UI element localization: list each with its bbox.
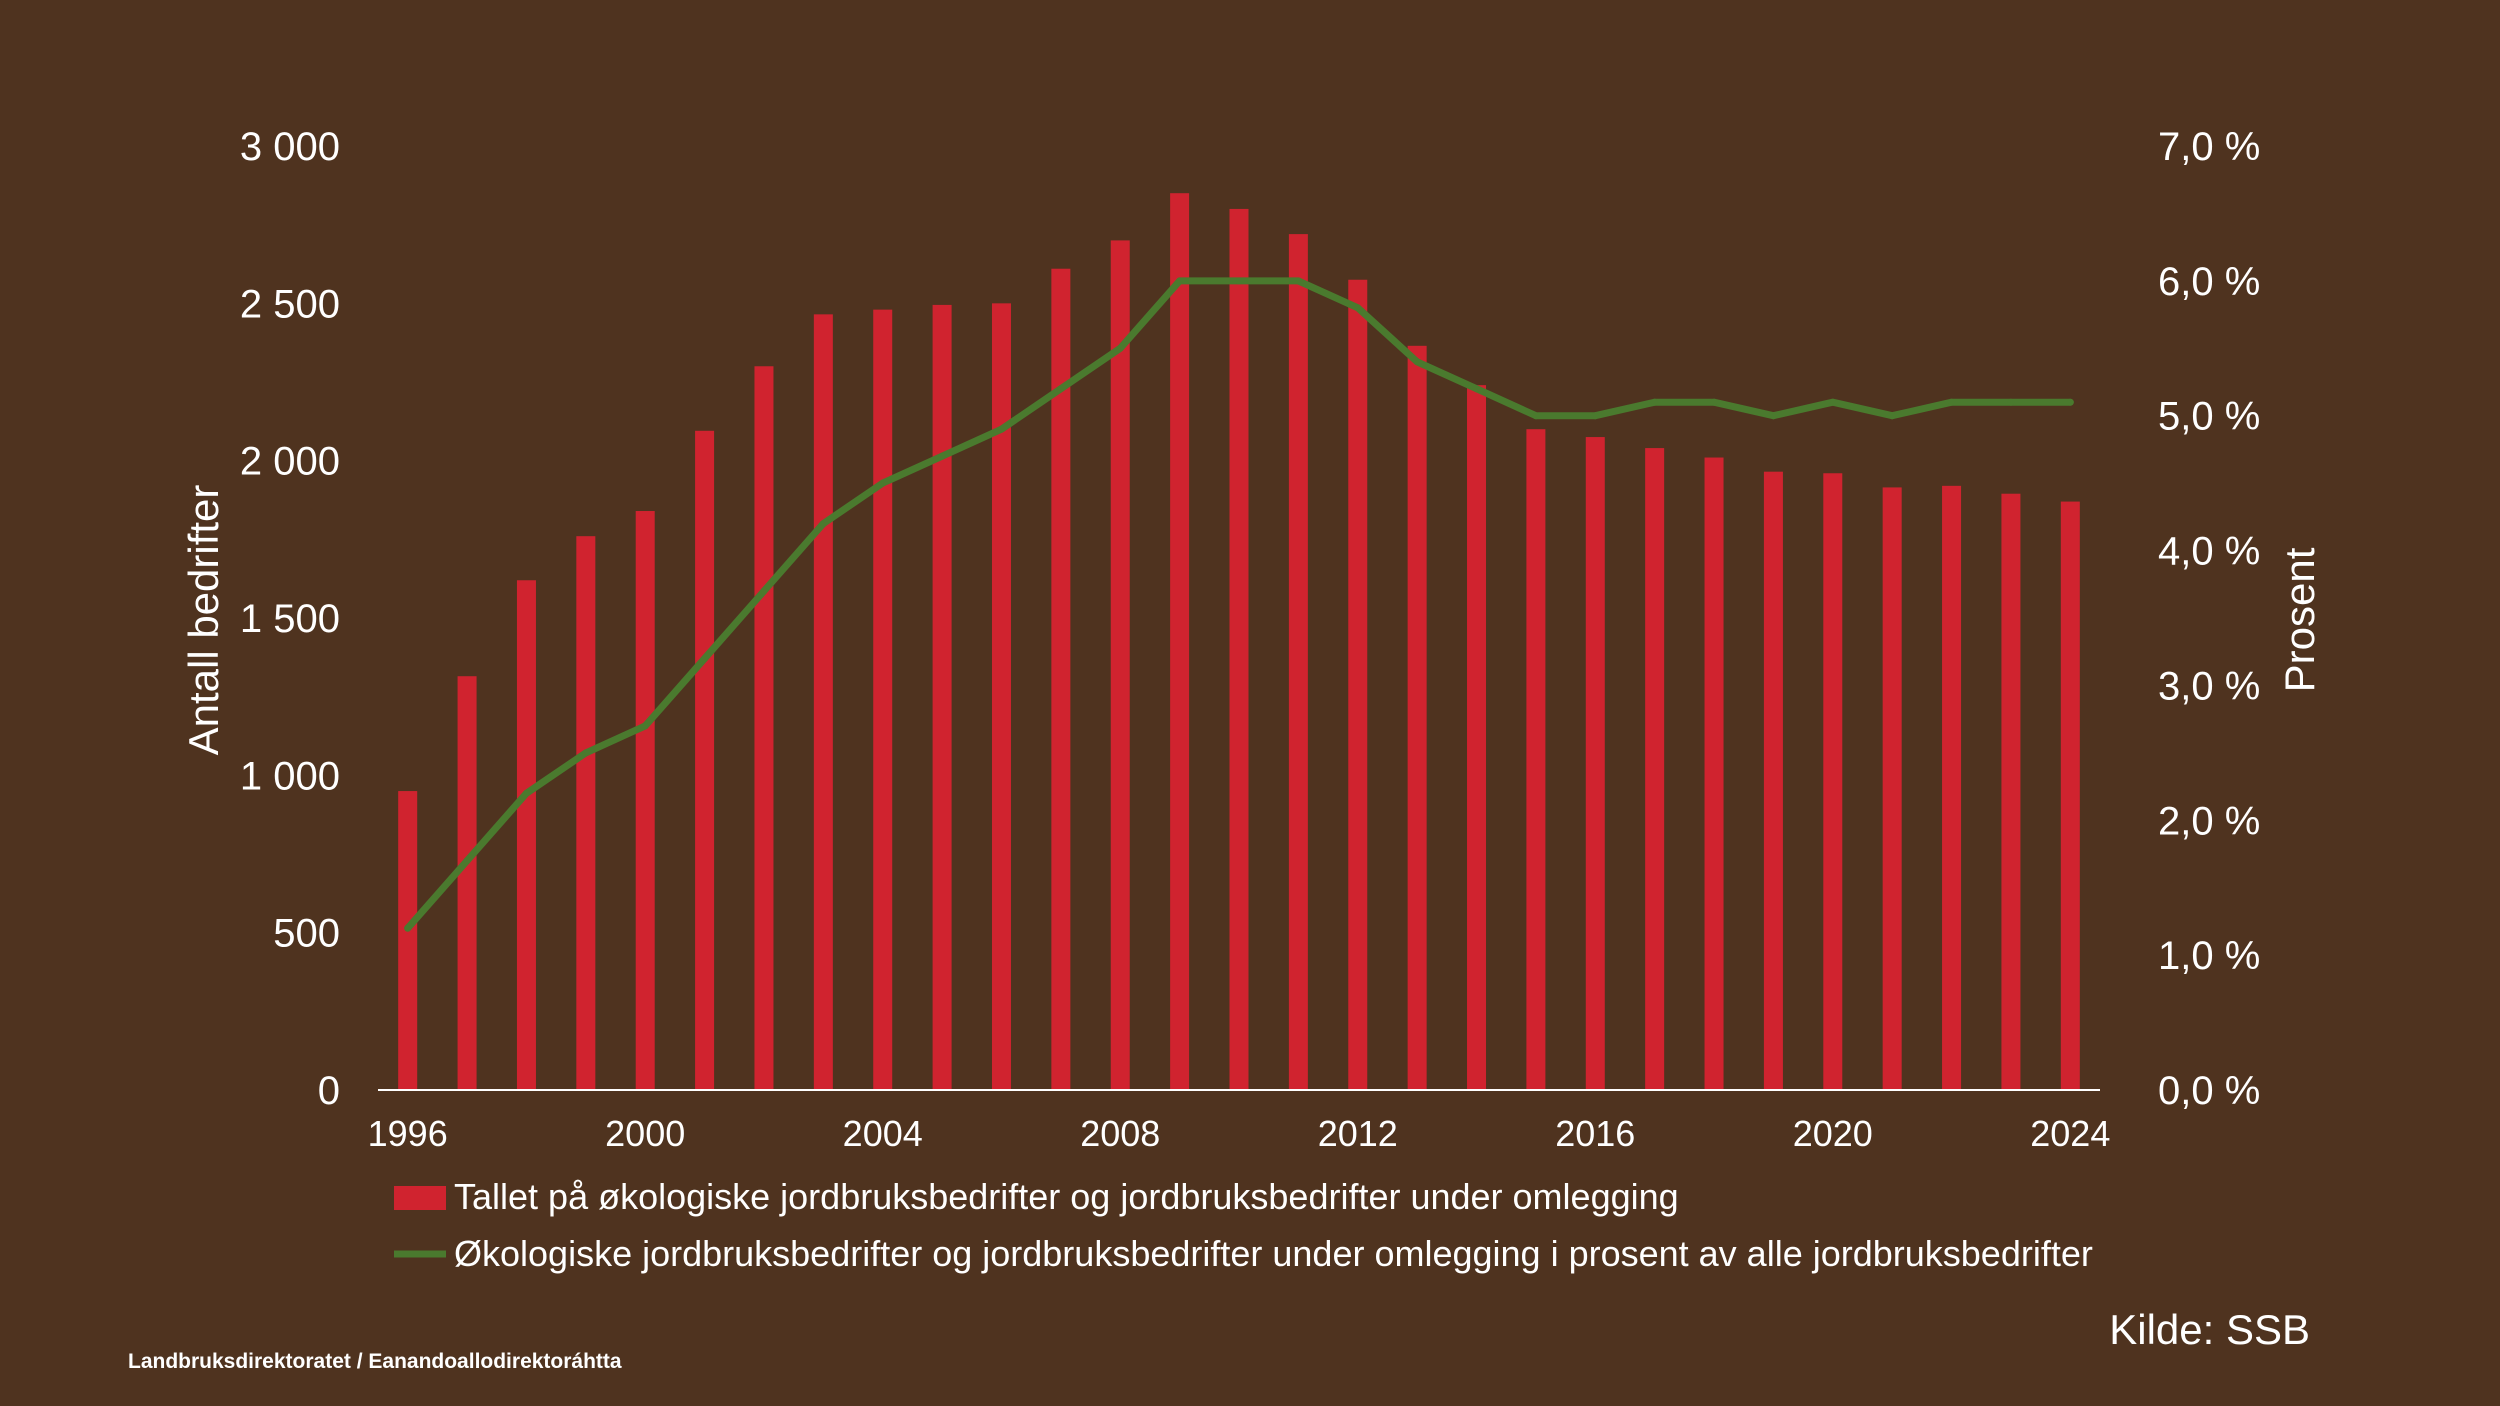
line-point bbox=[463, 857, 471, 865]
bar bbox=[1170, 193, 1190, 1090]
line-point bbox=[1176, 277, 1184, 285]
x-axis-ticks: 1996 2000 2004 2008 2012 2016 2020 2024 bbox=[368, 1113, 2111, 1154]
line-point bbox=[938, 452, 946, 460]
line-point bbox=[1294, 277, 1302, 285]
bar bbox=[1882, 487, 1902, 1090]
line-point bbox=[1116, 344, 1124, 352]
line-point bbox=[1769, 412, 1777, 420]
bar bbox=[2060, 501, 2080, 1090]
y-axis-label-right: Prosent bbox=[2276, 547, 2323, 692]
y2-tick-label: 1,0 % bbox=[2158, 934, 2260, 978]
y2-tick-label: 7,0 % bbox=[2158, 125, 2260, 169]
bar bbox=[873, 309, 893, 1090]
bar bbox=[1288, 234, 1308, 1090]
bar bbox=[1645, 448, 1665, 1091]
y-tick-label: 2 000 bbox=[240, 440, 340, 484]
y2-tick-label: 5,0 % bbox=[2158, 395, 2260, 439]
footer-organization: Landbruksdirektoratet / Eanandoallodirek… bbox=[128, 1350, 622, 1373]
source-label: Kilde: SSB bbox=[2109, 1306, 2310, 1353]
x-tick-label: 1996 bbox=[368, 1113, 448, 1154]
bar bbox=[576, 536, 596, 1090]
line-point bbox=[1651, 398, 1659, 406]
right-y-axis-ticks: 0,0 % 1,0 % 2,0 % 3,0 % 4,0 % 5,0 % 6,0 % 7,0 % bbox=[2158, 125, 2260, 1113]
line-point bbox=[701, 654, 709, 662]
line-point bbox=[1710, 398, 1718, 406]
line-point bbox=[1948, 398, 1956, 406]
bar bbox=[695, 430, 715, 1091]
x-tick-label: 2016 bbox=[1555, 1113, 1635, 1154]
bar bbox=[1467, 385, 1487, 1090]
x-tick-label: 2024 bbox=[2030, 1113, 2110, 1154]
bar bbox=[1051, 268, 1071, 1091]
y-axis-label-left: Antall bedrifter bbox=[180, 485, 227, 756]
line-point bbox=[1235, 277, 1243, 285]
bar bbox=[1110, 240, 1130, 1090]
bar bbox=[457, 676, 477, 1090]
bar bbox=[813, 314, 833, 1090]
line-point bbox=[1057, 385, 1065, 393]
line-point bbox=[1354, 304, 1362, 312]
bar bbox=[398, 791, 418, 1090]
x-tick-label: 2004 bbox=[843, 1113, 923, 1154]
line-point bbox=[2007, 398, 2015, 406]
bar bbox=[1348, 279, 1368, 1090]
line-point bbox=[879, 479, 887, 487]
y2-tick-label: 2,0 % bbox=[2158, 799, 2260, 843]
legend-swatch-bar bbox=[394, 1186, 446, 1210]
line-point bbox=[2066, 398, 2074, 406]
y-tick-label: 3 000 bbox=[240, 125, 340, 169]
bar bbox=[1704, 457, 1724, 1090]
line-point bbox=[522, 789, 530, 797]
line-point bbox=[760, 587, 768, 595]
bar bbox=[1407, 345, 1427, 1090]
bar bbox=[2001, 493, 2021, 1090]
y-tick-label: 2 500 bbox=[240, 282, 340, 326]
bar bbox=[991, 303, 1011, 1090]
y2-tick-label: 6,0 % bbox=[2158, 260, 2260, 304]
y-tick-label: 1 500 bbox=[240, 597, 340, 641]
bar bbox=[1763, 471, 1783, 1090]
line-point bbox=[1888, 412, 1896, 420]
line-point bbox=[1829, 398, 1837, 406]
bar bbox=[754, 366, 774, 1090]
line-point bbox=[997, 425, 1005, 433]
y-tick-label: 500 bbox=[273, 912, 340, 956]
line-point bbox=[1591, 412, 1599, 420]
bar bbox=[1823, 473, 1843, 1091]
line-point bbox=[1532, 412, 1540, 420]
line-point bbox=[1473, 385, 1481, 393]
line-point bbox=[819, 520, 827, 528]
line-point bbox=[641, 722, 649, 730]
x-tick-label: 2000 bbox=[605, 1113, 685, 1154]
legend-label-bar: Tallet på økologiske jordbruksbedrifter … bbox=[454, 1176, 1679, 1217]
bar bbox=[932, 304, 952, 1090]
bar bbox=[635, 511, 655, 1091]
legend-label-line: Økologiske jordbruksbedrifter og jordbru… bbox=[454, 1233, 2093, 1274]
line-point bbox=[582, 749, 590, 757]
y2-tick-label: 3,0 % bbox=[2158, 664, 2260, 708]
legend: Tallet på økologiske jordbruksbedrifter … bbox=[394, 1176, 2093, 1274]
y2-tick-label: 4,0 % bbox=[2158, 530, 2260, 574]
line-series bbox=[404, 277, 2074, 932]
line-point bbox=[404, 924, 412, 932]
left-y-axis-ticks: 0 500 1 000 1 500 2 000 2 500 3 000 bbox=[240, 125, 340, 1113]
bar bbox=[1585, 437, 1605, 1091]
y-tick-label: 0 bbox=[318, 1069, 340, 1113]
bar bbox=[1526, 429, 1546, 1090]
y-tick-label: 1 000 bbox=[240, 754, 340, 798]
bar-series bbox=[398, 193, 2080, 1091]
bar bbox=[1229, 208, 1249, 1090]
bar bbox=[1942, 485, 1962, 1091]
bar bbox=[516, 580, 536, 1090]
x-tick-label: 2012 bbox=[1318, 1113, 1398, 1154]
x-tick-label: 2008 bbox=[1080, 1113, 1160, 1154]
line-point bbox=[1413, 358, 1421, 366]
y2-tick-label: 0,0 % bbox=[2158, 1069, 2260, 1113]
x-tick-label: 2020 bbox=[1793, 1113, 1873, 1154]
